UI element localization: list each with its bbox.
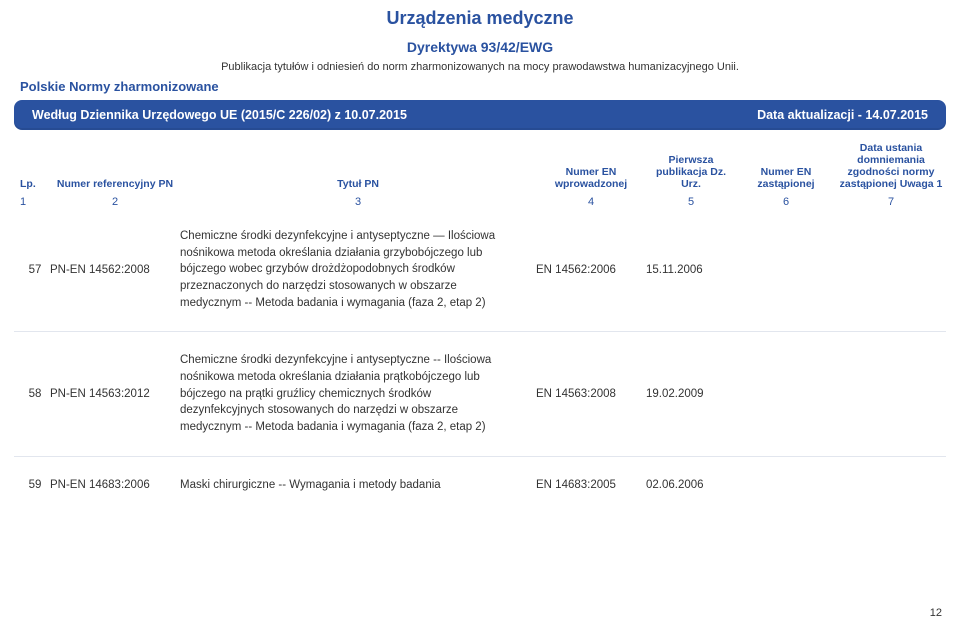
colnum-6: 6 (736, 196, 836, 208)
cell-enin: EN 14683:2005 (536, 479, 646, 491)
col-head-ref: Numer referencyjny PN (50, 178, 180, 190)
table-header-row: Lp. Numer referencyjny PN Tytuł PN Numer… (14, 142, 946, 190)
cell-lp: 58 (14, 388, 50, 400)
colnum-4: 4 (536, 196, 646, 208)
bluebar-left: Według Dziennika Urzędowego UE (2015/C 2… (32, 108, 407, 122)
table-row: 57 PN-EN 14562:2008 Chemiczne środki dez… (14, 208, 946, 332)
cell-title: Chemiczne środki dezynfekcyjne i antysep… (180, 228, 536, 311)
cell-ref: PN-EN 14563:2012 (50, 388, 180, 400)
cell-enin: EN 14562:2006 (536, 264, 646, 276)
cell-title: Maski chirurgiczne -- Wymagania i metody… (180, 477, 536, 494)
cell-enin: EN 14563:2008 (536, 388, 646, 400)
bluebar-right: Data aktualizacji - 14.07.2015 (757, 108, 928, 122)
cell-pub: 02.06.2006 (646, 479, 736, 491)
subtitle: Dyrektywa 93/42/EWG (0, 39, 960, 55)
main-title: Urządzenia medyczne (0, 8, 960, 29)
blue-info-bar: Według Dziennika Urzędowego UE (2015/C 2… (14, 100, 946, 130)
intro-text: Publikacja tytułów i odniesień do norm z… (0, 61, 960, 73)
col-head-title: Tytuł PN (180, 178, 536, 190)
cell-pub: 19.02.2009 (646, 388, 736, 400)
page-number: 12 (930, 607, 942, 619)
col-head-rep: Numer EN zastąpionej (736, 166, 836, 190)
page-header: Urządzenia medyczne Dyrektywa 93/42/EWG … (0, 0, 960, 73)
cell-lp: 57 (14, 264, 50, 276)
colnum-7: 7 (836, 196, 946, 208)
cell-pub: 15.11.2006 (646, 264, 736, 276)
cell-title: Chemiczne środki dezynfekcyjne i antysep… (180, 352, 536, 435)
table-row: 59 PN-EN 14683:2006 Maski chirurgiczne -… (14, 457, 946, 514)
table-colnum-row: 1 2 3 4 5 6 7 (14, 192, 946, 208)
col-head-lp: Lp. (14, 178, 50, 190)
col-head-enin: Numer EN wprowadzonej (536, 166, 646, 190)
table-row: 58 PN-EN 14563:2012 Chemiczne środki dez… (14, 332, 946, 456)
colnum-3: 3 (180, 196, 536, 208)
col-head-note: Data ustania domniemania zgodności normy… (836, 142, 946, 190)
colnum-1: 1 (14, 196, 50, 208)
cell-lp: 59 (14, 479, 50, 491)
colnum-5: 5 (646, 196, 736, 208)
left-label: Polskie Normy zharmonizowane (0, 79, 960, 94)
cell-ref: PN-EN 14683:2006 (50, 479, 180, 491)
colnum-2: 2 (50, 196, 180, 208)
cell-ref: PN-EN 14562:2008 (50, 264, 180, 276)
col-head-pub: Pierwsza publikacja Dz. Urz. (646, 154, 736, 190)
